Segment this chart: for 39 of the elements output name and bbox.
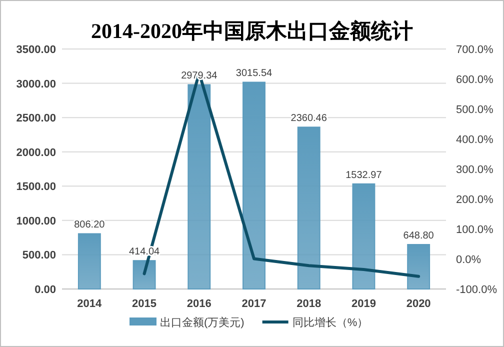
y-tick-label: 0.00	[34, 284, 56, 296]
y-tick-label: 1500.00	[16, 181, 56, 194]
legend-label: 出口金额(万美元)	[160, 316, 244, 329]
x-tick-label: 2018	[296, 298, 322, 310]
bar	[132, 260, 156, 290]
y-tick-label: 2000.00	[16, 146, 56, 159]
data-label: 3015.54	[236, 68, 273, 80]
data-label: 648.80	[403, 230, 434, 242]
y2-tick-label: 400.0%	[456, 134, 494, 146]
y-tick-label: 2500.00	[16, 112, 56, 125]
y-tick-label: 1000.00	[16, 215, 56, 228]
chart-title: 2014-2020年中国原木出口金额统计	[91, 19, 413, 43]
bar	[297, 126, 320, 290]
bar	[78, 233, 101, 290]
y2-tick-label: -100.0%	[456, 284, 498, 296]
y2-tick-label: 500.0%	[456, 104, 494, 116]
y2-tick-label: 300.0%	[456, 164, 494, 176]
data-label: 1532.97	[346, 170, 382, 181]
bar	[188, 84, 211, 290]
y2-tick-label: 600.0%	[456, 74, 494, 86]
x-tick-label: 2019	[351, 298, 376, 310]
y2-tick-label: 0.0%	[456, 254, 482, 266]
y-tick-label: 500.00	[22, 250, 56, 262]
x-tick-label: 2016	[186, 298, 212, 310]
y2-tick-label: 100.0%	[456, 224, 494, 236]
data-label: 2360.46	[290, 113, 328, 124]
y-tick-label: 3500.00	[16, 44, 56, 56]
y-tick-label: 3000.00	[16, 78, 56, 90]
bar	[407, 244, 430, 290]
y2-tick-label: 700.0%	[456, 44, 494, 56]
bar	[352, 183, 376, 290]
data-label: 806.20	[74, 220, 106, 231]
y2-tick-label: 200.0%	[456, 194, 494, 206]
x-tick-label: 2014	[77, 298, 103, 310]
x-tick-label: 2015	[132, 298, 157, 310]
x-tick-label: 2020	[406, 298, 431, 310]
legend-label: 同比增长（%）	[292, 316, 368, 329]
x-tick-label: 2017	[242, 298, 266, 310]
bar	[242, 82, 266, 290]
